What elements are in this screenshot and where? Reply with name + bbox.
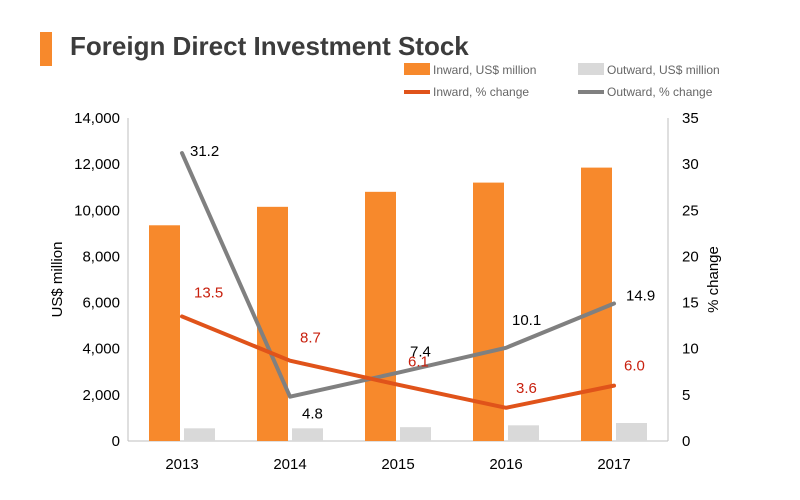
line-inward-pct <box>180 314 616 410</box>
legend-outward-bar-swatch <box>578 63 604 75</box>
y2-tick-label: 10 <box>682 341 699 358</box>
y-tick-label: 6,000 <box>82 295 120 312</box>
y-tick-label: 8,000 <box>82 248 120 265</box>
bar-outward <box>508 425 539 441</box>
y-tick-label: 14,000 <box>74 110 120 127</box>
title-accent-bar <box>40 32 52 66</box>
data-label-inward-pct: 3.6 <box>516 380 537 397</box>
data-label-outward-pct: 14.9 <box>626 287 655 304</box>
data-label-inward-pct: 8.7 <box>300 330 321 347</box>
data-label-outward-pct: 10.1 <box>512 312 541 329</box>
data-label-inward-pct: 6.1 <box>408 354 429 371</box>
y2-tick-label: 35 <box>682 110 699 127</box>
y-tick-label: 12,000 <box>74 156 120 173</box>
y2-axis-title: % change <box>705 246 722 313</box>
x-tick-label: 2016 <box>489 456 522 473</box>
bar-inward <box>365 191 396 441</box>
x-tick-label: 2013 <box>165 456 198 473</box>
y-tick-label: 0 <box>112 433 120 450</box>
legend-inward-bar-label: Inward, US$ million <box>433 63 536 77</box>
line-outward-pct <box>180 151 616 399</box>
bar-inward <box>257 206 288 441</box>
y2-tick-label: 15 <box>682 295 699 312</box>
bar-outward <box>616 423 647 441</box>
chart-title: Foreign Direct Investment Stock <box>70 31 469 61</box>
bar-inward <box>149 225 180 441</box>
y2-tick-label: 30 <box>682 156 699 173</box>
y-tick-label: 10,000 <box>74 202 120 219</box>
y2-tick-label: 25 <box>682 202 699 219</box>
legend-outward-line-label: Outward, % change <box>607 85 713 99</box>
data-label-outward-pct: 4.8 <box>302 406 323 423</box>
bar-outward <box>400 427 431 441</box>
legend-inward-bar-swatch <box>404 63 430 75</box>
x-tick-label: 2014 <box>273 456 306 473</box>
data-label-inward-pct: 6.0 <box>624 358 645 375</box>
x-tick-label: 2015 <box>381 456 414 473</box>
y-tick-label: 4,000 <box>82 341 120 358</box>
bar-outward <box>184 428 215 441</box>
bar-inward <box>473 182 504 441</box>
data-label-outward-pct: 31.2 <box>190 143 219 160</box>
legend-outward-bar-label: Outward, US$ million <box>607 63 720 77</box>
legend-inward-line-label: Inward, % change <box>433 85 529 99</box>
y2-tick-label: 20 <box>682 248 699 265</box>
data-label-outward-pct: 7.4 <box>410 344 431 361</box>
y2-tick-label: 5 <box>682 387 690 404</box>
x-tick-label: 2017 <box>597 456 630 473</box>
bar-outward <box>292 428 323 441</box>
y2-tick-label: 0 <box>682 433 690 450</box>
y-tick-label: 2,000 <box>82 387 120 404</box>
data-label-inward-pct: 13.5 <box>194 284 223 301</box>
y-axis-title: US$ million <box>49 242 66 318</box>
